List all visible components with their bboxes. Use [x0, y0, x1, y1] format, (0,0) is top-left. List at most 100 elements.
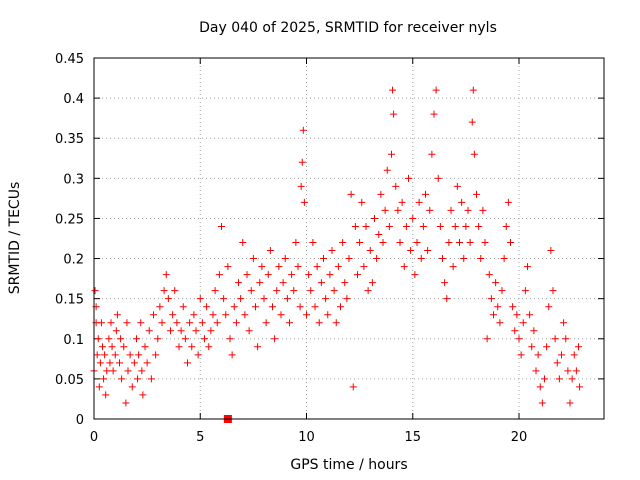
data-point: [320, 255, 327, 263]
data-point: [428, 150, 436, 158]
data-point: [164, 295, 172, 303]
data-point: [494, 303, 502, 311]
data-point: [213, 319, 221, 327]
data-point: [290, 287, 298, 295]
data-point: [260, 295, 268, 303]
x-tick-label: 15: [404, 430, 421, 445]
data-point: [256, 279, 264, 287]
data-point: [366, 247, 374, 255]
data-point: [341, 279, 349, 287]
y-tick-label: 0.45: [55, 52, 84, 67]
data-point: [511, 327, 519, 335]
data-point: [549, 287, 557, 295]
data-point: [532, 367, 540, 375]
data-point: [498, 287, 506, 295]
data-point: [156, 303, 164, 311]
data-point: [130, 359, 138, 367]
data-point: [169, 311, 177, 319]
data-point: [288, 271, 296, 279]
data-point: [294, 263, 302, 271]
data-point: [93, 351, 101, 359]
data-point: [407, 247, 415, 255]
data-point: [530, 327, 538, 335]
data-point: [152, 351, 160, 359]
data-point: [275, 263, 283, 271]
data-point: [232, 319, 240, 327]
data-point: [150, 311, 157, 319]
data-point: [134, 375, 142, 383]
data-point: [513, 311, 521, 319]
data-point: [137, 319, 145, 327]
data-point: [300, 198, 308, 206]
data-point: [526, 311, 534, 319]
data-point: [504, 198, 512, 206]
data-point: [264, 271, 272, 279]
data-point: [475, 222, 483, 230]
data-point: [356, 239, 364, 247]
data-point: [328, 247, 336, 255]
data-point: [424, 247, 432, 255]
data-point: [249, 255, 257, 263]
data-point: [332, 319, 340, 327]
data-point: [297, 182, 305, 190]
x-tick-label: 5: [196, 430, 204, 445]
data-point: [432, 86, 440, 94]
data-point: [279, 279, 287, 287]
data-point: [541, 375, 548, 383]
data-point: [184, 359, 191, 367]
data-point: [167, 327, 174, 335]
data-point: [543, 343, 551, 351]
x-tick-label: 10: [298, 430, 315, 445]
data-point: [481, 239, 489, 247]
data-point: [555, 375, 563, 383]
data-point: [218, 222, 225, 230]
data-point: [534, 351, 542, 359]
data-point: [538, 399, 546, 407]
data-point: [220, 295, 228, 303]
data-point: [470, 150, 478, 158]
data-point: [509, 303, 517, 311]
data-point: [521, 287, 529, 295]
data-point: [258, 263, 266, 271]
data-point: [111, 351, 119, 359]
data-point: [388, 150, 395, 158]
data-point: [317, 279, 325, 287]
data-point: [360, 263, 368, 271]
data-point: [413, 239, 421, 247]
data-point: [177, 327, 185, 335]
data-point: [124, 367, 132, 375]
data-point: [377, 190, 385, 198]
data-point: [95, 383, 103, 391]
data-point: [103, 367, 111, 375]
data-point: [354, 271, 361, 279]
data-point: [445, 239, 453, 247]
data-point: [145, 327, 153, 335]
data-point: [322, 295, 330, 303]
data-point: [133, 335, 140, 343]
data-point: [243, 271, 251, 279]
data-point: [186, 319, 194, 327]
data-point: [500, 255, 508, 263]
data-point: [201, 335, 208, 343]
data-point: [396, 239, 404, 247]
data-point: [436, 222, 444, 230]
data-point: [292, 239, 300, 247]
data-point: [296, 303, 304, 311]
data-point: [254, 343, 262, 351]
data-point: [560, 319, 568, 327]
data-point: [237, 295, 245, 303]
data-point: [392, 182, 400, 190]
data-point: [120, 343, 128, 351]
data-point: [273, 287, 281, 295]
data-point: [102, 391, 110, 399]
data-point: [547, 247, 555, 255]
data-point: [576, 383, 584, 391]
data-point: [239, 239, 247, 247]
data-point: [162, 271, 170, 279]
data-point: [173, 319, 181, 327]
data-point: [362, 222, 370, 230]
data-point: [113, 311, 121, 319]
data-point: [190, 311, 198, 319]
data-point: [441, 279, 449, 287]
